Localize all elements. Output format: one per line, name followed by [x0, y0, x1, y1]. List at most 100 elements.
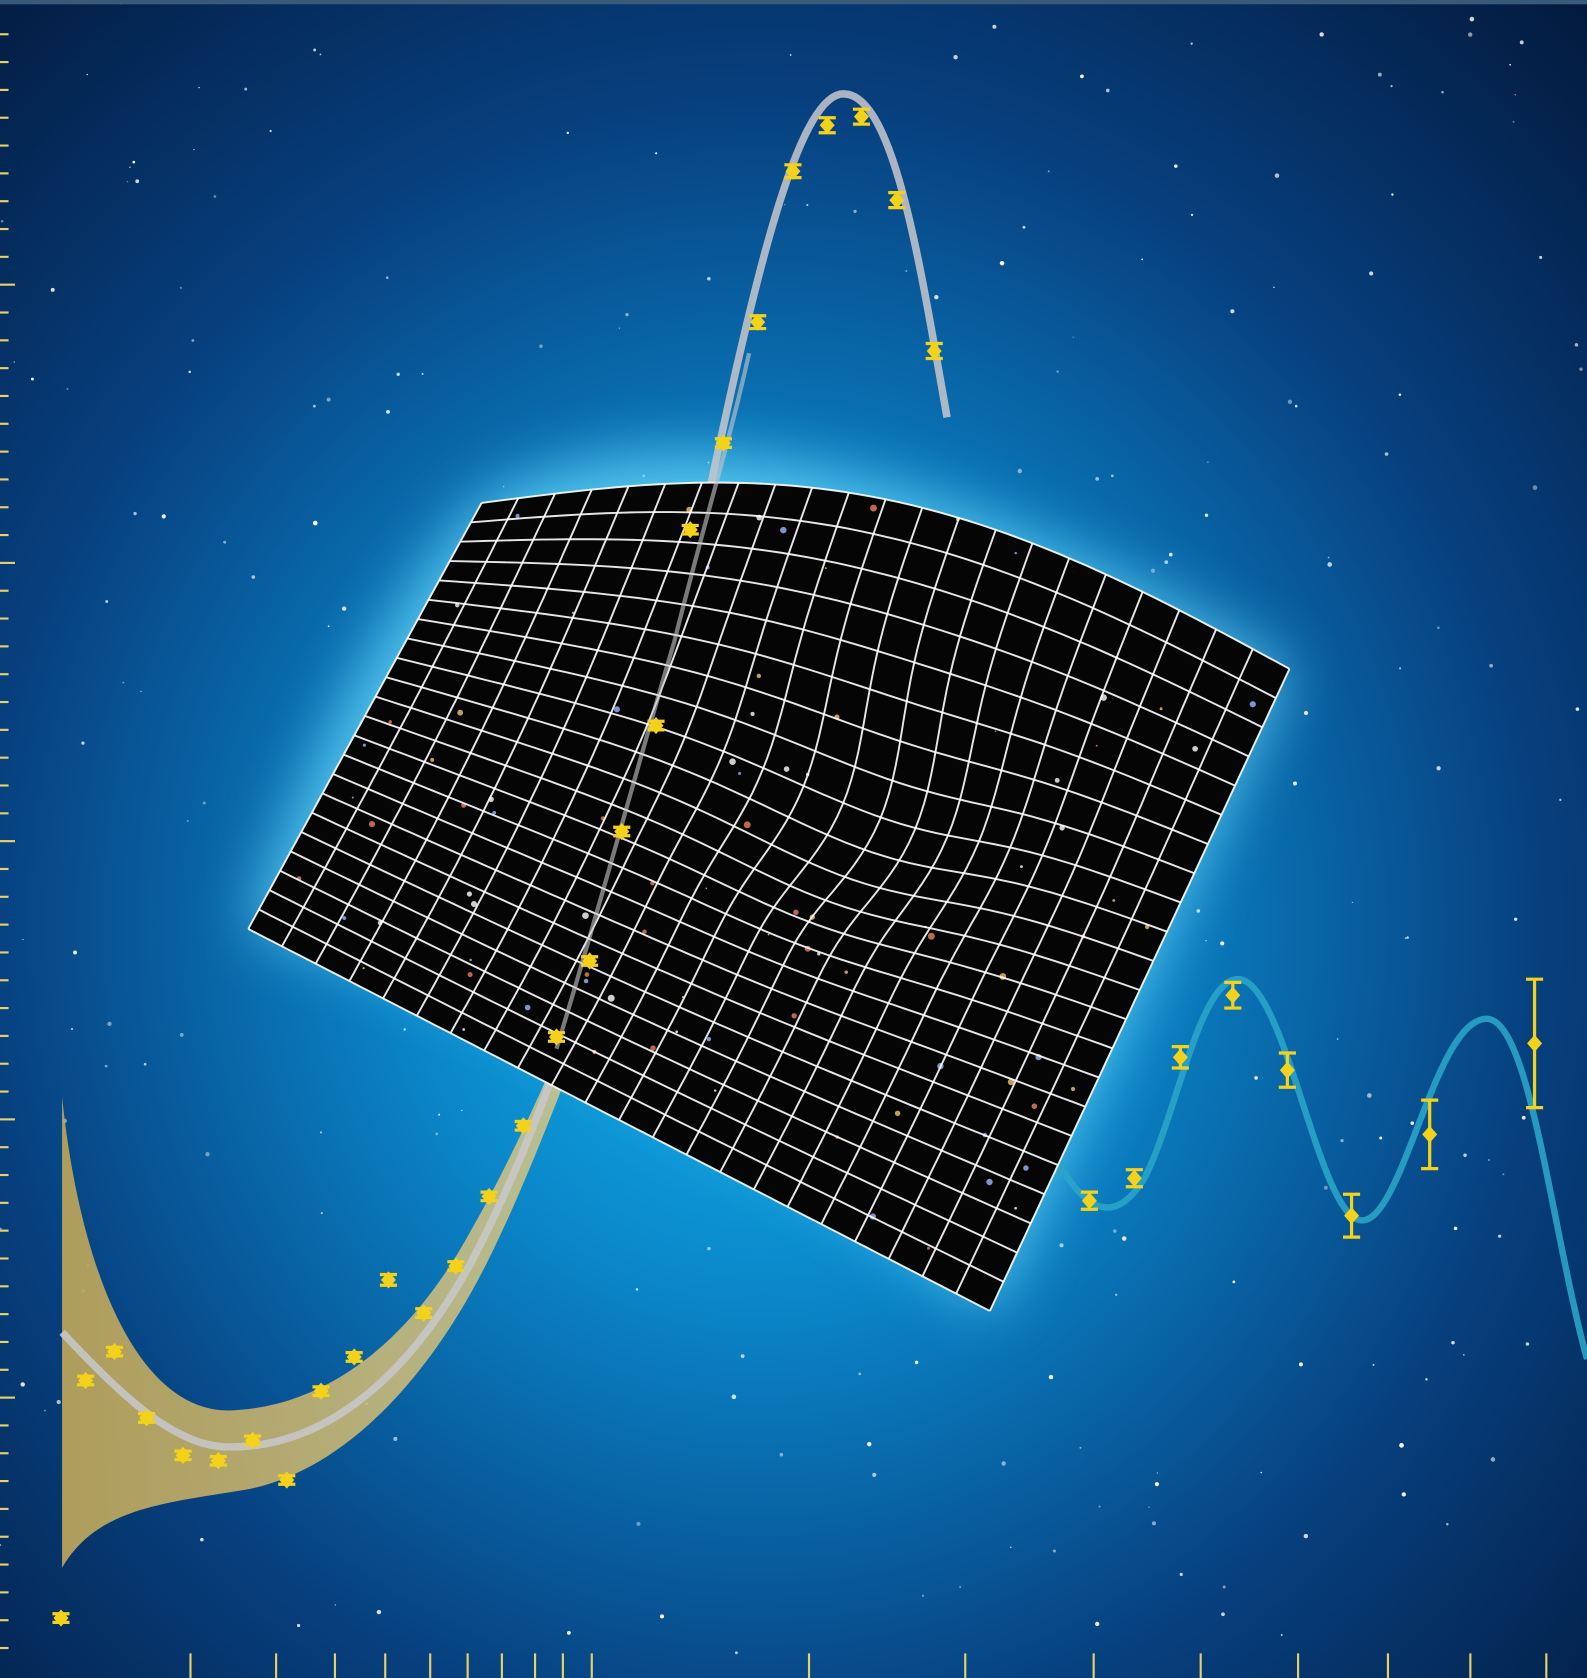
star — [435, 1132, 439, 1136]
galaxy — [780, 526, 787, 534]
star — [179, 1032, 184, 1037]
star — [1164, 560, 1169, 565]
star — [858, 1372, 862, 1376]
galaxy — [583, 978, 589, 984]
star — [1287, 399, 1293, 405]
grid-line — [364, 715, 1141, 991]
star — [126, 180, 129, 183]
star — [625, 313, 629, 317]
star — [44, 1409, 46, 1412]
star — [107, 1021, 112, 1026]
point — [515, 1117, 531, 1135]
point — [416, 1304, 432, 1322]
star — [191, 339, 195, 342]
star — [1369, 271, 1374, 276]
star — [161, 514, 166, 519]
star — [1514, 93, 1517, 96]
grid-line — [921, 628, 1217, 1277]
grid-line — [786, 557, 1071, 1208]
star — [269, 129, 272, 133]
galaxy — [515, 513, 520, 518]
star — [1294, 404, 1298, 408]
galaxy — [362, 966, 365, 970]
grid-line — [651, 507, 924, 1138]
galaxy — [927, 932, 935, 940]
star — [1451, 1340, 1455, 1345]
star — [566, 1631, 571, 1635]
star — [905, 269, 908, 272]
grid-line — [343, 753, 1113, 1050]
star — [1260, 1471, 1263, 1474]
grid-line — [269, 889, 1018, 1254]
star — [1222, 1585, 1226, 1589]
grid-line — [353, 734, 1127, 1021]
star — [1204, 513, 1209, 517]
star — [853, 209, 857, 213]
star — [30, 377, 34, 381]
star — [50, 287, 55, 292]
point — [819, 116, 835, 134]
star — [129, 166, 131, 169]
star — [1072, 336, 1074, 338]
star — [1488, 1159, 1490, 1161]
point — [313, 1382, 329, 1400]
star — [396, 372, 400, 376]
star — [1498, 1234, 1502, 1238]
galaxy — [743, 821, 751, 829]
star — [1379, 1136, 1383, 1140]
star — [312, 404, 316, 408]
star — [1151, 1521, 1157, 1526]
star — [1232, 1280, 1236, 1284]
star — [326, 397, 331, 402]
star — [1446, 1522, 1449, 1526]
star — [1205, 939, 1207, 942]
star — [1221, 1612, 1225, 1617]
galaxy — [1020, 865, 1023, 869]
star — [1121, 1236, 1127, 1241]
star — [1410, 1121, 1415, 1125]
star — [779, 1452, 784, 1457]
star — [566, 131, 570, 135]
star — [73, 950, 78, 955]
star — [659, 1614, 665, 1619]
star — [81, 741, 85, 745]
star — [1539, 255, 1543, 259]
star — [104, 1064, 108, 1068]
point — [926, 342, 942, 360]
star — [1273, 286, 1275, 289]
star — [921, 1594, 925, 1598]
star — [707, 1246, 711, 1251]
galaxy — [1070, 1086, 1076, 1092]
galaxy — [467, 972, 473, 978]
star — [122, 681, 125, 684]
point — [139, 1409, 155, 1427]
galaxy — [342, 916, 347, 920]
point — [53, 1609, 69, 1627]
galaxy — [582, 912, 589, 919]
star — [1299, 1362, 1303, 1367]
galaxy — [368, 820, 376, 828]
star — [213, 195, 217, 198]
grid-line — [247, 928, 991, 1312]
star — [1056, 370, 1059, 373]
galaxy — [1031, 1103, 1038, 1110]
galaxy — [729, 758, 736, 765]
star — [1080, 74, 1084, 79]
galaxy — [1192, 745, 1198, 752]
galaxy — [824, 567, 827, 570]
star — [403, 1028, 407, 1031]
galaxy — [430, 757, 435, 762]
star — [1113, 1229, 1117, 1233]
point — [210, 1452, 226, 1470]
grid-line — [887, 609, 1181, 1260]
galaxy — [1014, 1206, 1018, 1210]
point — [1279, 1061, 1295, 1079]
star — [135, 179, 140, 184]
star — [1156, 1472, 1159, 1474]
galaxy — [994, 730, 997, 732]
star — [655, 152, 658, 155]
grid-line — [719, 529, 997, 1173]
star — [1575, 707, 1580, 711]
star — [635, 1288, 639, 1291]
star — [1154, 1482, 1159, 1487]
